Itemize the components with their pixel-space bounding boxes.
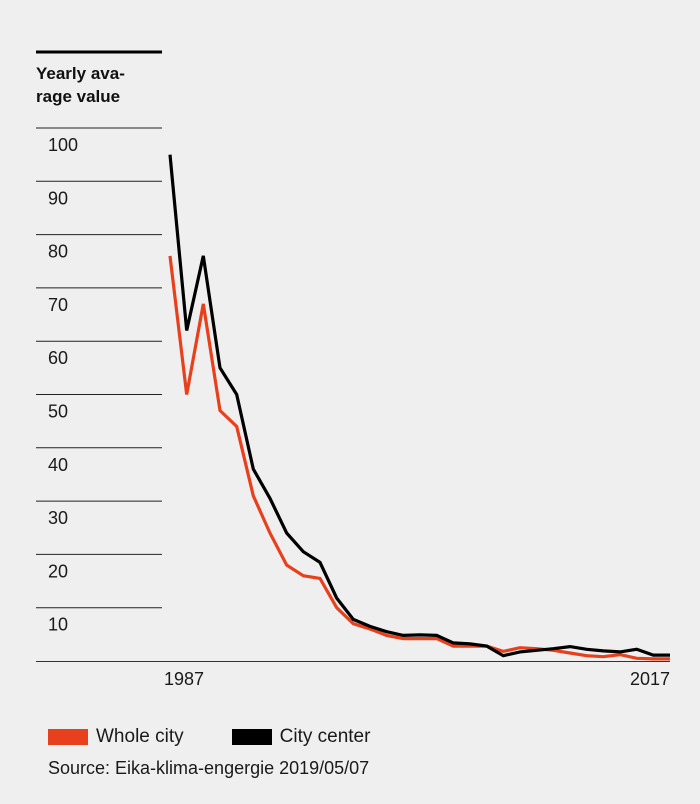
point-whole-city-2000 (385, 634, 388, 637)
point-city-center-1992 (252, 468, 255, 471)
point-city-center-2003 (435, 634, 438, 637)
legend-label-city-center: City center (279, 726, 371, 747)
point-whole-city-1997 (335, 606, 338, 609)
point-city-center-1987 (168, 153, 171, 156)
x-tick-label-start: 1987 (164, 669, 204, 689)
point-city-center-1993 (268, 497, 271, 500)
point-whole-city-2002 (418, 637, 421, 640)
point-whole-city-1992 (252, 494, 255, 497)
point-whole-city-2013 (602, 655, 605, 658)
series-line-city-center (168, 154, 670, 658)
point-city-center-2004 (452, 641, 455, 644)
y-tick-label-90: 90 (48, 188, 68, 208)
legend-swatch-city-center (231, 729, 272, 745)
legend-label-whole-city: Whole city (96, 726, 184, 747)
point-city-center-2005 (468, 642, 471, 645)
point-city-center-2000 (385, 630, 388, 633)
x-axis: 1987 2017 (36, 661, 670, 689)
point-whole-city-2004 (452, 644, 455, 647)
point-city-center-1996 (318, 561, 321, 564)
point-city-center-1994 (285, 531, 288, 534)
point-city-center-1999 (368, 625, 371, 628)
y-tick-label-10: 10 (48, 615, 68, 635)
series-line-whole-city (168, 255, 670, 661)
legend-swatch-whole-city (48, 729, 88, 745)
point-whole-city-2015 (635, 657, 638, 660)
point-whole-city-1988 (185, 393, 188, 396)
y-tick-label-20: 20 (48, 561, 68, 581)
point-whole-city-2012 (585, 654, 588, 657)
point-city-center-1991 (235, 393, 238, 396)
point-city-center-2013 (602, 649, 605, 652)
point-city-center-2001 (402, 634, 405, 637)
point-city-center-1997 (335, 597, 338, 600)
point-city-center-1990 (218, 366, 221, 369)
y-axis: 10 20 30 40 50 60 70 80 90 100 (36, 127, 162, 635)
series-whole-city (168, 254, 671, 661)
point-city-center-2006 (485, 644, 488, 647)
y-tick-label-80: 80 (48, 242, 68, 262)
point-whole-city-2011 (568, 651, 571, 654)
point-whole-city-1998 (352, 622, 355, 625)
y-axis-label-line-2: rage value (36, 87, 120, 106)
point-whole-city-1990 (218, 409, 221, 412)
point-whole-city-2001 (402, 637, 405, 640)
point-whole-city-2017 (668, 657, 671, 660)
point-city-center-2002 (418, 633, 421, 636)
point-city-center-2017 (668, 654, 671, 657)
point-whole-city-1987 (168, 254, 171, 257)
point-city-center-1989 (202, 254, 205, 257)
point-city-center-2015 (635, 648, 638, 651)
y-tick-label-30: 30 (48, 508, 68, 528)
y-tick-label-40: 40 (48, 455, 68, 475)
x-tick-label-end: 2017 (630, 669, 670, 689)
point-city-center-2014 (618, 650, 621, 653)
point-city-center-2009 (535, 649, 538, 652)
point-whole-city-2007 (502, 650, 505, 653)
y-tick-label-50: 50 (48, 402, 68, 422)
point-whole-city-1996 (318, 577, 321, 580)
series-city-center (168, 153, 671, 658)
y-tick-label-100: 100 (48, 135, 78, 155)
y-tick-label-70: 70 (48, 295, 68, 315)
legend: Whole city City center (48, 726, 418, 748)
line-chart: Yearly ava- rage value 10 20 30 40 50 60 70 80 9… (36, 50, 671, 689)
point-city-center-2011 (568, 645, 571, 648)
point-whole-city-1994 (285, 563, 288, 566)
y-tick-label-60: 60 (48, 348, 68, 368)
point-city-center-2007 (502, 654, 505, 657)
point-whole-city-1989 (202, 302, 205, 305)
point-city-center-1998 (352, 618, 355, 621)
point-city-center-2008 (518, 650, 521, 653)
y-axis-label-line-1: Yearly ava- (36, 64, 125, 83)
point-whole-city-1995 (302, 574, 305, 577)
point-city-center-1988 (185, 329, 188, 332)
point-whole-city-2008 (518, 646, 521, 649)
legend-item-whole-city: Whole city (48, 726, 184, 748)
point-whole-city-2016 (652, 657, 655, 660)
series-group (168, 153, 671, 661)
point-city-center-2010 (552, 647, 555, 650)
point-whole-city-1993 (268, 531, 271, 534)
point-city-center-2016 (652, 654, 655, 657)
point-city-center-2012 (585, 648, 588, 651)
legend-item-city-center: City center (231, 726, 371, 748)
source-note: Source: Eika-klima-engergie 2019/05/07 (48, 758, 370, 778)
point-city-center-1995 (302, 550, 305, 553)
point-whole-city-1991 (235, 425, 238, 428)
